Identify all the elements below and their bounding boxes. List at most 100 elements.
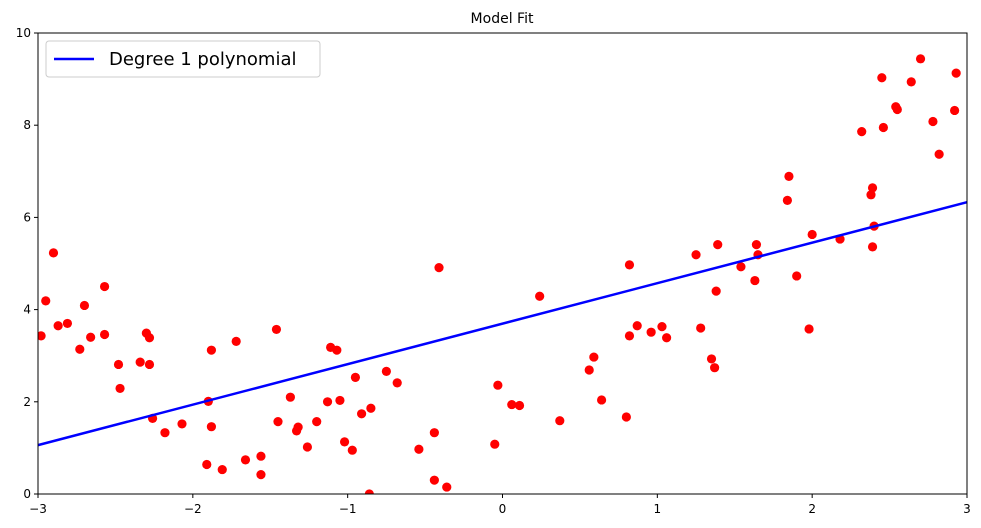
data-point xyxy=(115,383,125,394)
data-point xyxy=(804,324,814,334)
data-point xyxy=(332,345,342,355)
data-point xyxy=(160,428,170,438)
data-point xyxy=(41,296,51,306)
data-point xyxy=(751,240,762,250)
data-point xyxy=(144,333,155,343)
plot-area xyxy=(37,54,968,494)
y-tick-label: 4 xyxy=(23,303,31,317)
data-point xyxy=(657,322,667,332)
x-tick-label: −2 xyxy=(184,502,202,516)
data-point xyxy=(442,482,452,492)
data-point xyxy=(357,409,367,419)
y-tick-label: 6 xyxy=(23,210,31,224)
data-point xyxy=(807,229,817,240)
x-tick-label: 2 xyxy=(808,502,816,516)
data-point xyxy=(710,363,720,373)
y-tick-label: 10 xyxy=(16,26,31,40)
data-point xyxy=(934,149,944,159)
data-point xyxy=(951,68,961,78)
data-point xyxy=(302,442,313,452)
data-point xyxy=(646,327,656,337)
data-point xyxy=(75,344,85,354)
data-point xyxy=(906,77,916,87)
data-point xyxy=(285,392,295,402)
data-point xyxy=(507,399,517,410)
data-point xyxy=(514,400,525,411)
plot-clip-group xyxy=(38,54,961,494)
data-point xyxy=(750,275,760,286)
data-point xyxy=(713,240,723,250)
data-point xyxy=(736,262,746,272)
data-point xyxy=(624,260,635,270)
data-point xyxy=(429,475,439,485)
data-point xyxy=(596,395,607,405)
data-point xyxy=(256,451,266,461)
x-tick-label: −1 xyxy=(339,502,357,516)
data-point xyxy=(99,281,110,292)
data-point xyxy=(928,116,938,127)
data-point xyxy=(206,345,217,355)
data-point xyxy=(231,336,241,347)
data-point xyxy=(86,332,96,342)
data-point xyxy=(53,321,63,331)
data-point xyxy=(624,331,635,341)
data-point xyxy=(366,403,376,413)
data-point xyxy=(99,329,110,340)
data-point xyxy=(434,263,444,273)
data-point xyxy=(584,365,594,375)
data-point xyxy=(322,397,333,407)
data-point xyxy=(706,354,717,364)
axes-frame xyxy=(37,32,968,495)
data-point xyxy=(915,54,926,64)
data-point xyxy=(335,395,345,406)
data-point xyxy=(62,318,73,329)
data-point xyxy=(113,359,124,370)
data-point xyxy=(782,195,792,205)
data-point xyxy=(429,428,439,438)
legend: Degree 1 polynomial xyxy=(45,40,321,78)
legend-box xyxy=(45,40,321,78)
data-point xyxy=(177,419,187,429)
data-point xyxy=(256,470,266,480)
x-tick-label: 1 xyxy=(654,502,662,516)
data-point xyxy=(866,190,876,200)
y-tick-label: 0 xyxy=(23,487,31,501)
data-point xyxy=(555,416,565,426)
data-point xyxy=(271,324,282,335)
data-point xyxy=(347,445,357,455)
y-tick-label: 2 xyxy=(23,395,31,409)
data-point xyxy=(711,286,721,296)
data-point xyxy=(293,422,303,432)
data-point xyxy=(381,366,391,376)
data-point xyxy=(144,359,155,370)
data-point xyxy=(589,352,599,362)
x-tick-label: 3 xyxy=(963,502,971,516)
data-point xyxy=(312,417,322,427)
data-point xyxy=(662,333,672,343)
fit-line-degree-1 xyxy=(37,200,968,447)
data-point xyxy=(38,331,46,341)
data-point xyxy=(79,300,90,311)
data-point xyxy=(878,122,888,133)
data-point xyxy=(867,242,878,252)
data-point xyxy=(202,459,212,470)
y-tick-label: 8 xyxy=(23,118,31,132)
data-point xyxy=(950,105,960,116)
data-point xyxy=(892,104,902,115)
data-point xyxy=(490,439,500,449)
x-tick-label: −3 xyxy=(29,502,47,516)
data-point xyxy=(493,380,503,390)
data-point xyxy=(414,444,424,454)
data-point xyxy=(217,464,227,475)
data-point xyxy=(273,417,283,427)
data-point xyxy=(691,250,701,260)
data-point xyxy=(621,412,631,422)
data-point xyxy=(48,248,59,258)
data-point xyxy=(857,127,867,137)
data-point xyxy=(632,321,642,331)
data-point xyxy=(696,323,706,333)
data-point xyxy=(867,183,878,193)
data-point xyxy=(784,171,794,181)
legend-label-degree-1-polynomial: Degree 1 polynomial xyxy=(109,49,297,70)
